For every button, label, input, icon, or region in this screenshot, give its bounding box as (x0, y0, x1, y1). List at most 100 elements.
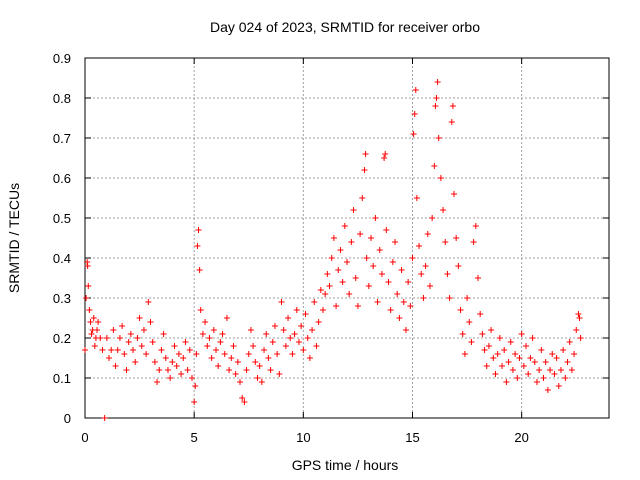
data-point (164, 367, 171, 373)
y-tick-label: 0.1 (53, 371, 71, 386)
data-point (564, 359, 571, 365)
data-point (234, 359, 241, 365)
x-tick-label: 5 (191, 430, 198, 445)
data-point (450, 191, 457, 197)
data-point (437, 175, 444, 181)
data-point (282, 343, 289, 349)
data-point (186, 347, 193, 353)
data-point (453, 235, 460, 241)
data-point (409, 255, 416, 261)
data-point (529, 335, 536, 341)
data-point (300, 347, 307, 353)
data-point (392, 239, 399, 245)
data-point (527, 355, 534, 361)
data-point (313, 343, 320, 349)
data-point (354, 303, 361, 309)
x-tick-label: 0 (81, 430, 88, 445)
data-point (206, 335, 213, 341)
data-point (555, 383, 562, 389)
data-point (87, 319, 94, 325)
data-point (90, 315, 97, 321)
data-point (219, 331, 226, 337)
data-point (110, 327, 117, 333)
data-point (267, 367, 274, 373)
axis-ticks (84, 57, 609, 419)
data-point (162, 355, 169, 361)
data-point (424, 231, 431, 237)
y-tick-label: 0.8 (53, 91, 71, 106)
data-point (241, 399, 248, 405)
data-point (278, 299, 285, 305)
data-point (434, 79, 441, 85)
data-point (223, 315, 230, 321)
data-point (82, 347, 88, 353)
data-point (547, 367, 554, 373)
data-point (269, 339, 276, 345)
data-point (258, 379, 265, 385)
data-point (398, 267, 405, 273)
data-point (173, 363, 180, 369)
data-point (357, 231, 364, 237)
x-axis-label: GPS time / hours (292, 457, 399, 473)
data-point (289, 351, 296, 357)
data-point (322, 291, 329, 297)
data-point (274, 351, 281, 357)
data-point (507, 339, 514, 345)
data-point (363, 255, 370, 261)
data-point (348, 239, 355, 245)
data-point (188, 375, 195, 381)
data-point (573, 327, 580, 333)
data-point (432, 103, 439, 109)
data-point (91, 343, 98, 349)
data-point (442, 239, 449, 245)
data-point (575, 311, 582, 317)
data-point (509, 367, 516, 373)
data-point (192, 383, 199, 389)
data-point (328, 255, 335, 261)
data-point (119, 323, 126, 329)
data-point (132, 359, 139, 365)
data-point (501, 347, 508, 353)
data-point (213, 347, 219, 353)
data-point (440, 207, 447, 213)
data-point (490, 355, 497, 361)
y-axis-label: SRMTID / TECUs (6, 183, 22, 293)
data-point (196, 267, 203, 273)
data-point (204, 343, 211, 349)
y-tick-label: 0.2 (53, 331, 71, 346)
data-point (429, 215, 436, 221)
data-point (499, 363, 506, 369)
data-point (317, 287, 324, 293)
data-point (276, 371, 283, 377)
data-point (171, 343, 178, 349)
data-point (210, 327, 217, 333)
data-point (315, 319, 322, 325)
data-point (86, 307, 93, 313)
data-point (184, 367, 191, 373)
data-point (149, 339, 156, 345)
data-point (553, 355, 560, 361)
data-point (112, 363, 119, 369)
data-point (359, 195, 366, 201)
data-point (568, 367, 575, 373)
data-point (461, 351, 468, 357)
data-point (230, 343, 237, 349)
data-point (382, 151, 389, 157)
data-point (455, 263, 462, 269)
data-point (400, 299, 407, 305)
data-point (523, 343, 530, 349)
data-point (536, 367, 543, 373)
data-point (311, 299, 318, 305)
data-point (483, 363, 490, 369)
y-tick-label: 0.4 (53, 251, 71, 266)
data-point (516, 355, 523, 361)
data-point (239, 395, 246, 401)
data-point (154, 379, 161, 385)
data-point (302, 311, 309, 317)
data-point (143, 351, 150, 357)
data-point (477, 311, 484, 317)
data-point (549, 351, 556, 357)
data-point (335, 267, 342, 273)
data-point (330, 235, 337, 241)
